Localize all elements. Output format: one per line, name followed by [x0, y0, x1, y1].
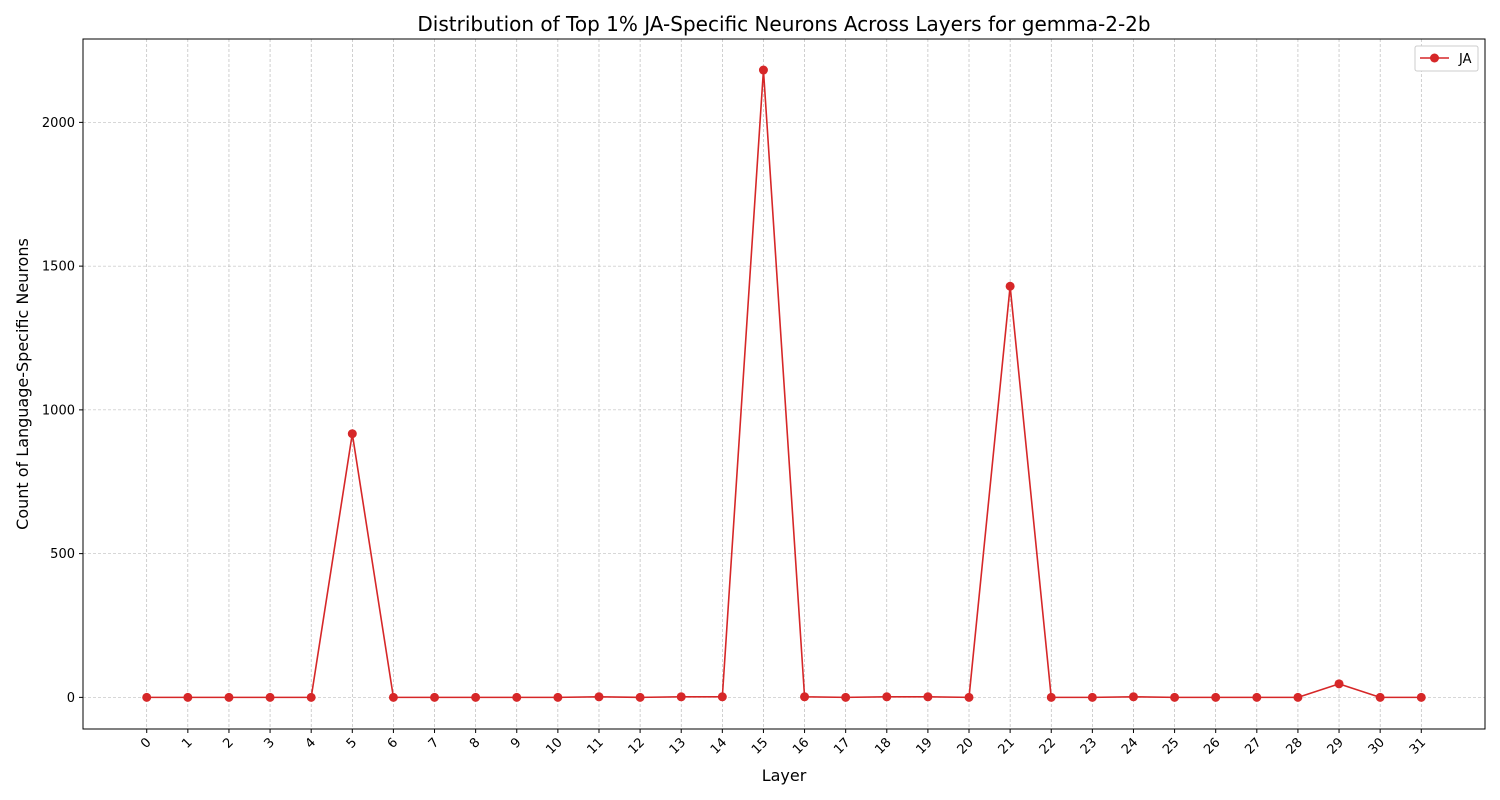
- legend-marker: [1430, 53, 1439, 63]
- plot-area: [142, 65, 1426, 702]
- x-tick-label: 30: [1366, 735, 1388, 757]
- data-point: [1170, 692, 1180, 702]
- grid: [83, 39, 1485, 729]
- x-axis-label: Layer: [762, 766, 807, 785]
- x-tick-label: 15: [749, 735, 771, 757]
- data-point: [841, 692, 851, 702]
- x-tick-label: 12: [626, 735, 648, 757]
- data-point: [758, 65, 768, 75]
- x-tick-label: 17: [831, 735, 853, 757]
- x-tick-label: 9: [508, 735, 524, 751]
- series-line-ja: [146, 69, 1422, 699]
- data-point: [1128, 692, 1138, 702]
- x-tick-label: 1: [179, 735, 195, 751]
- data-point: [183, 692, 193, 702]
- data-point: [512, 692, 522, 702]
- y-tick-label: 1500: [42, 260, 75, 275]
- data-point: [1375, 692, 1385, 702]
- x-tick-label: 23: [1078, 735, 1100, 757]
- data-point: [1087, 692, 1097, 702]
- data-point: [1334, 679, 1344, 689]
- data-point: [553, 692, 563, 702]
- x-tick-label: 10: [543, 735, 565, 757]
- data-point: [1046, 692, 1056, 702]
- x-tick-label: 20: [955, 735, 977, 757]
- x-tick-label: 18: [872, 735, 894, 757]
- data-point: [430, 692, 440, 702]
- data-point: [882, 692, 892, 702]
- x-tick-label: 26: [1201, 735, 1223, 757]
- x-tick-label: 3: [261, 735, 277, 751]
- data-point: [676, 692, 686, 702]
- x-tick-label: 0: [138, 735, 154, 751]
- x-tick-label: 14: [708, 735, 730, 757]
- data-point: [594, 692, 604, 702]
- x-tick-label: 21: [996, 735, 1018, 757]
- legend: JA: [1414, 45, 1479, 72]
- data-point: [964, 692, 974, 702]
- x-axis: 0 1 2 3 4 5 6 7 8 9 10 11 12 13 14 15 16 17 18 19 20 21 22 23 24…: [138, 729, 1429, 758]
- y-tick-label: 2000: [42, 116, 75, 131]
- x-tick-label: 2: [220, 735, 236, 751]
- data-point: [224, 692, 234, 702]
- data-point: [471, 692, 481, 702]
- data-point: [717, 692, 727, 702]
- data-point: [142, 692, 152, 702]
- y-axis-label: Count of Language-Specific Neurons: [13, 238, 32, 530]
- x-tick-label: 24: [1119, 735, 1141, 757]
- data-point: [1005, 281, 1015, 291]
- data-point: [388, 692, 398, 702]
- x-tick-label: 22: [1037, 735, 1059, 757]
- chart-title: Distribution of Top 1% JA-Specific Neuro…: [417, 12, 1150, 36]
- data-point: [1252, 692, 1262, 702]
- plot-frame: [82, 38, 1486, 730]
- x-tick-label: 28: [1283, 735, 1305, 757]
- x-tick-label: 29: [1325, 735, 1347, 757]
- y-tick-label: 0: [67, 691, 75, 706]
- y-tick-label: 500: [50, 547, 75, 562]
- x-tick-label: 5: [344, 735, 360, 751]
- y-tick-label: 1000: [42, 403, 75, 418]
- data-point: [1293, 692, 1303, 702]
- data-point: [635, 692, 645, 702]
- x-tick-label: 4: [303, 735, 319, 751]
- y-axis: 0 500 1000 1500 2000: [42, 116, 83, 706]
- x-tick-label: 27: [1242, 735, 1264, 757]
- data-point: [1416, 692, 1426, 702]
- data-point: [1211, 692, 1221, 702]
- x-tick-label: 31: [1407, 735, 1429, 757]
- data-point: [265, 692, 275, 702]
- legend-label: JA: [1458, 52, 1472, 67]
- data-point: [923, 692, 933, 702]
- data-point: [800, 692, 810, 702]
- x-tick-label: 11: [585, 735, 607, 757]
- data-point: [306, 692, 316, 702]
- x-tick-label: 7: [426, 735, 442, 751]
- data-point: [347, 429, 357, 439]
- x-tick-label: 19: [913, 735, 935, 757]
- x-tick-label: 16: [790, 735, 812, 757]
- x-tick-label: 6: [385, 735, 401, 751]
- x-tick-label: 8: [467, 735, 483, 751]
- x-tick-label: 25: [1160, 735, 1182, 757]
- x-tick-label: 13: [667, 735, 689, 757]
